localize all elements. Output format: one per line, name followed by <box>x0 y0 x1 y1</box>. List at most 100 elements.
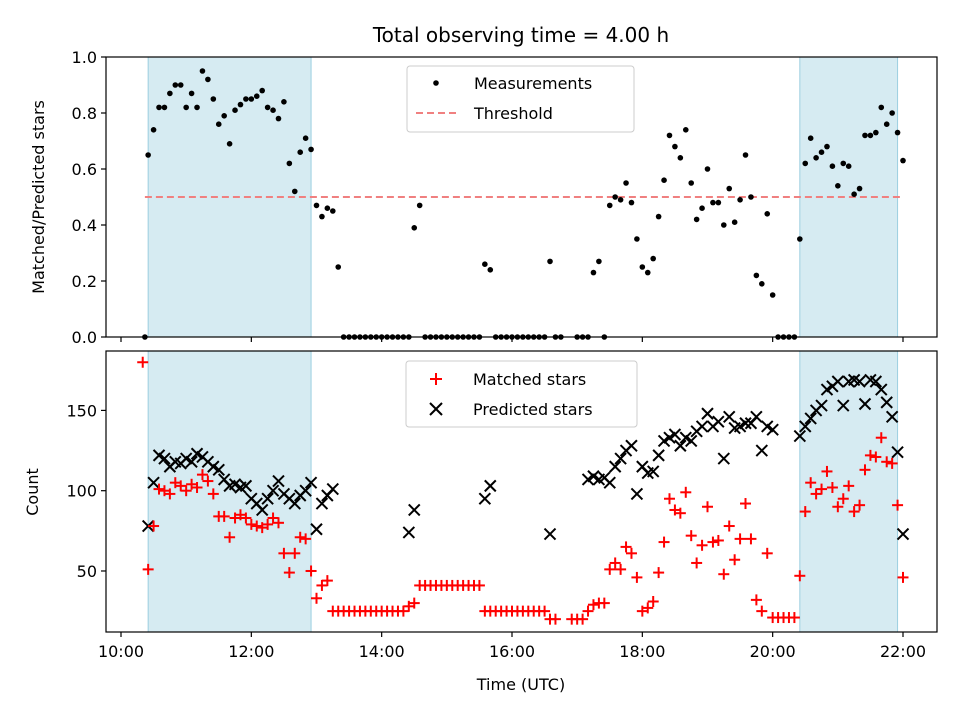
measurement-point-96 <box>672 143 678 150</box>
matched-point-87 <box>620 541 632 553</box>
bottom-x-tick-label-4: 18:00 <box>619 642 665 661</box>
measurement-point-11 <box>199 68 206 74</box>
matched-point-125 <box>826 481 838 493</box>
matched-point-5 <box>164 488 176 500</box>
matched-point-26 <box>278 547 290 559</box>
matched-point-30 <box>300 533 312 545</box>
x-axis-label: Time (UTC) <box>476 675 565 694</box>
bottom-legend-box <box>405 360 638 428</box>
matched-point-84 <box>604 563 616 575</box>
measurement-point-24 <box>270 107 276 113</box>
measurement-point-94 <box>661 177 667 183</box>
matched-point-130 <box>854 499 866 511</box>
top-y-tick-label-1: 0.2 <box>72 272 97 291</box>
measurement-point-3 <box>156 104 162 111</box>
predicted-point-77 <box>804 412 817 425</box>
matched-point-103 <box>707 536 719 548</box>
matched-point-101 <box>696 539 708 551</box>
matched-point-81 <box>587 599 599 611</box>
matched-point-94 <box>658 536 670 548</box>
matched-point-124 <box>821 465 833 477</box>
legend-matched-marker <box>430 373 442 385</box>
measurement-point-9 <box>188 90 195 97</box>
measurement-point-15 <box>221 113 227 119</box>
predicted-point-13 <box>212 463 225 477</box>
bottom-y-tick-label-0: 50 <box>77 562 97 581</box>
predicted-point-86 <box>853 375 866 388</box>
measurement-point-128 <box>845 163 852 169</box>
predicted-point-1 <box>147 476 160 489</box>
matched-point-74 <box>539 605 551 617</box>
measurement-point-125 <box>829 163 836 169</box>
bottom-shaded-window-1 <box>799 350 899 633</box>
matched-point-7 <box>175 480 187 492</box>
matched-point-118 <box>788 612 800 624</box>
measurement-point-93 <box>655 213 662 220</box>
predicted-point-65 <box>717 452 730 465</box>
measurement-point-134 <box>878 104 885 111</box>
predicted-point-8 <box>185 455 198 469</box>
measurement-point-22 <box>259 87 265 94</box>
legend-measurements-label: Measurements <box>474 74 592 93</box>
predicted-point-66 <box>723 410 736 424</box>
matched-point-34 <box>321 575 333 587</box>
predicted-point-71 <box>750 410 763 424</box>
measurement-point-10 <box>194 104 200 111</box>
matched-point-3 <box>153 483 165 495</box>
matched-point-107 <box>729 554 741 566</box>
predicted-point-3 <box>158 452 171 465</box>
predicted-point-49 <box>630 487 644 501</box>
measurement-point-88 <box>628 199 635 206</box>
predicted-point-75 <box>793 429 807 443</box>
bottom-plot-frame <box>105 350 938 633</box>
measurement-point-33 <box>319 213 325 220</box>
measurement-point-138 <box>900 157 906 164</box>
top-y-tick-label-2: 0.4 <box>72 216 97 235</box>
legend-predicted-label: Predicted stars <box>473 400 593 419</box>
bottom-x-tick-label-2: 14:00 <box>359 642 405 661</box>
matched-point-121 <box>805 477 817 489</box>
top-y-tick-label-5: 1.0 <box>72 48 97 67</box>
measurement-point-101 <box>699 205 705 211</box>
matched-point-15 <box>218 510 230 522</box>
measurement-point-131 <box>862 132 868 139</box>
matched-point-93 <box>653 567 665 579</box>
measurement-point-123 <box>818 149 825 155</box>
matched-point-98 <box>680 486 692 498</box>
measurement-point-90 <box>639 264 646 270</box>
measurement-point-86 <box>617 197 624 203</box>
predicted-point-92 <box>885 410 899 424</box>
measurement-point-27 <box>286 160 293 167</box>
measurement-point-108 <box>737 197 743 203</box>
measurement-point-25 <box>275 115 282 122</box>
predicted-point-21 <box>255 503 269 517</box>
measurement-point-110 <box>748 194 754 200</box>
bottom-y-tick-label-2: 150 <box>66 401 97 420</box>
measurement-point-107 <box>731 219 738 225</box>
predicted-point-62 <box>701 407 714 420</box>
predicted-point-94 <box>896 527 910 541</box>
predicted-point-39 <box>543 527 557 541</box>
matched-point-135 <box>881 456 893 468</box>
measurement-point-75 <box>547 258 553 265</box>
predicted-point-44 <box>603 476 616 489</box>
measurement-point-31 <box>308 146 314 153</box>
matched-point-128 <box>843 480 855 492</box>
measurement-point-89 <box>634 236 640 242</box>
measurement-point-36 <box>335 264 342 270</box>
predicted-point-35 <box>402 526 416 539</box>
measurement-point-21 <box>253 93 260 99</box>
matched-point-86 <box>615 563 627 575</box>
measurement-point-92 <box>650 255 656 262</box>
measurement-point-136 <box>889 110 895 116</box>
matched-point-92 <box>647 595 659 607</box>
measurement-point-97 <box>677 155 684 161</box>
predicted-point-22 <box>261 492 274 505</box>
matched-point-10 <box>191 481 203 493</box>
matched-point-111 <box>750 594 762 606</box>
predicted-point-38 <box>484 479 497 493</box>
matched-point-99 <box>685 530 697 542</box>
bottom-x-tick-label-1: 12:00 <box>228 642 274 661</box>
matched-point-110 <box>745 533 757 545</box>
